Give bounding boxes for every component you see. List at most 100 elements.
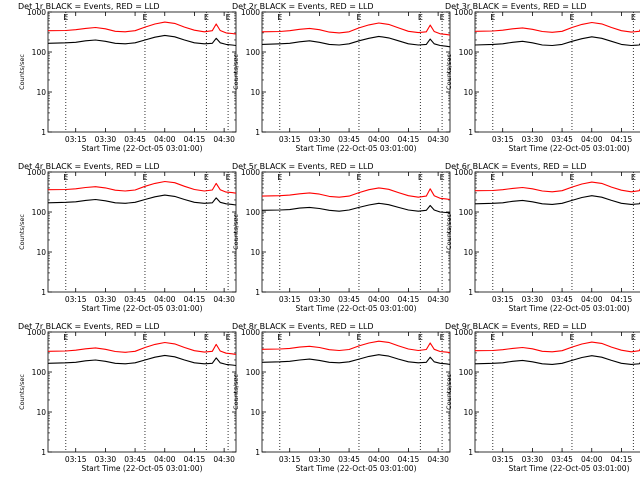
lld-series-line <box>261 22 451 36</box>
event-flag-label: E <box>226 173 231 182</box>
x-tick-label: 03:15 <box>492 295 514 304</box>
x-tick-label: 04:15 <box>184 455 206 464</box>
y-tick-label: 1 <box>468 448 473 457</box>
x-axis-label: Start Time (22-Oct-05 03:01:00) <box>81 144 202 153</box>
plot-frame <box>47 331 237 453</box>
y-tick-label: 1000 <box>454 8 473 17</box>
event-flag-label: E <box>277 13 282 22</box>
x-tick-label: 03:15 <box>65 455 87 464</box>
x-tick-label: 04:00 <box>581 295 603 304</box>
event-flag-label: E <box>440 173 445 182</box>
event-flag-label: E <box>490 13 495 22</box>
plot-frame <box>47 171 237 293</box>
y-tick-label: 1 <box>468 128 473 137</box>
chart-title: Det 2r BLACK = Events, RED = LLD <box>232 2 374 11</box>
chart-title: Det 4r BLACK = Events, RED = LLD <box>18 162 160 171</box>
y-tick-label: 1 <box>255 448 260 457</box>
event-flag-label: E <box>490 173 495 182</box>
event-flag-label: E <box>142 173 147 182</box>
y-axis-label: Counts/sec <box>232 214 240 250</box>
y-tick-label: 10 <box>463 248 473 257</box>
y-tick-label: 1000 <box>27 328 46 337</box>
x-tick-label: 03:45 <box>338 295 360 304</box>
y-tick-label: 1000 <box>27 168 46 177</box>
x-tick-label: 04:30 <box>427 455 449 464</box>
x-tick-label: 03:45 <box>124 135 146 144</box>
event-flag-label: E <box>631 13 636 22</box>
chart-title: Det 9r BLACK = Events, RED = LLD <box>445 322 587 331</box>
chart-panel: Det 4r BLACK = Events, RED = LLD E E E E 1 10 1… <box>18 162 237 313</box>
x-tick-label: 03:45 <box>551 455 573 464</box>
events-series-line <box>47 194 237 206</box>
chart-title: Det 7r BLACK = Events, RED = LLD <box>18 322 160 331</box>
chart-panel: Det 9r BLACK = Events, RED = LLDEEEE1101… <box>445 322 640 473</box>
event-flag-label: E <box>418 333 423 342</box>
chart-panel: Det 6r BLACK = Events, RED = LLDEEEE1101… <box>445 162 640 313</box>
events-series-line <box>261 354 451 365</box>
plot-frame <box>474 11 640 133</box>
y-tick-label: 100 <box>32 368 47 377</box>
x-axis-label: Start Time (22-Oct-05 03:01:00) <box>81 464 202 473</box>
event-flag-label: E <box>142 333 147 342</box>
y-tick-label: 1 <box>468 288 473 297</box>
plot-frame <box>474 331 640 453</box>
event-flag-label: E <box>569 333 574 342</box>
lld-series-line <box>261 187 451 201</box>
x-tick-label: 03:45 <box>338 455 360 464</box>
x-tick-label: 04:15 <box>398 135 420 144</box>
event-flag-label: E <box>356 173 361 182</box>
chart-title: Det 6r BLACK = Events, RED = LLD <box>445 162 587 171</box>
x-tick-label: 04:00 <box>581 135 603 144</box>
chart-title: Det 5r BLACK = Events, RED = LLD <box>232 162 374 171</box>
y-axis-label: Counts/sec <box>232 54 240 90</box>
y-tick-label: 1 <box>41 288 46 297</box>
x-tick-label: 04:30 <box>213 295 235 304</box>
events-series-line <box>47 354 237 367</box>
plot-frame <box>47 11 237 133</box>
y-tick-label: 100 <box>459 368 474 377</box>
event-flag-label: E <box>631 173 636 182</box>
plot-frame <box>261 331 451 453</box>
x-tick-label: 04:30 <box>427 135 449 144</box>
y-tick-label: 1000 <box>454 328 473 337</box>
lld-series-line <box>474 341 640 353</box>
x-tick-label: 03:15 <box>492 455 514 464</box>
y-tick-label: 100 <box>32 208 47 217</box>
event-flag-label: E <box>204 333 209 342</box>
x-tick-label: 03:30 <box>522 295 544 304</box>
lld-series-line <box>474 181 640 193</box>
chart-panel: Det 7r BLACK = Events, RED = LLD E E E E 1 10 1… <box>18 322 237 473</box>
x-axis-label: Start Time (22-Oct-05 03:01:00) <box>508 464 629 473</box>
events-series-line <box>261 35 451 48</box>
x-axis-label: Start Time (22-Oct-05 03:01:00) <box>295 304 416 313</box>
x-tick-label: 04:30 <box>427 295 449 304</box>
event-flag-label: E <box>356 13 361 22</box>
x-tick-label: 03:15 <box>65 295 87 304</box>
plot-frame <box>261 11 451 133</box>
event-flag-label: E <box>142 13 147 22</box>
event-flag-label: E <box>63 173 68 182</box>
x-tick-label: 03:15 <box>65 135 87 144</box>
chart-title: Det 1r BLACK = Events, RED = LLD <box>18 2 160 11</box>
x-tick-label: 03:15 <box>279 455 301 464</box>
event-flag-label: E <box>418 173 423 182</box>
x-tick-label: 04:00 <box>368 135 390 144</box>
x-tick-label: 04:30 <box>213 135 235 144</box>
y-tick-label: 100 <box>246 48 261 57</box>
x-tick-label: 03:30 <box>95 455 117 464</box>
lld-series-line <box>47 21 237 35</box>
event-flag-label: E <box>63 333 68 342</box>
y-tick-label: 100 <box>246 208 261 217</box>
chart-panel: Det 2r BLACK = Events, RED = LLD E E E E 1 10 1… <box>232 2 451 153</box>
lld-series-line <box>261 340 451 354</box>
event-flag-label: E <box>631 333 636 342</box>
x-axis-label: Start Time (22-Oct-05 03:01:00) <box>508 304 629 313</box>
x-tick-label: 03:15 <box>279 295 301 304</box>
y-axis-label: Counts/sec <box>18 374 26 410</box>
y-tick-label: 1 <box>41 448 46 457</box>
y-axis-label: Counts/sec <box>18 54 26 90</box>
x-tick-label: 04:30 <box>213 455 235 464</box>
chart-title: Det 3r BLACK = Events, RED = LLD <box>445 2 587 11</box>
y-tick-label: 100 <box>32 48 47 57</box>
y-tick-label: 1 <box>255 128 260 137</box>
